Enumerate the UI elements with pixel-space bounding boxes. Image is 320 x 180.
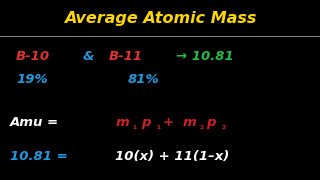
- Text: m: m: [115, 116, 129, 129]
- Text: B-10: B-10: [16, 50, 50, 63]
- Text: Amu =: Amu =: [10, 116, 63, 129]
- Text: p: p: [206, 116, 216, 129]
- Text: 81%: 81%: [128, 73, 160, 86]
- Text: ₂: ₂: [221, 121, 226, 131]
- Text: 10(x) + 11(1–x): 10(x) + 11(1–x): [115, 150, 229, 163]
- Text: ₂: ₂: [200, 121, 204, 131]
- Text: B-11: B-11: [109, 50, 143, 63]
- Text: 10.81 =: 10.81 =: [10, 150, 67, 163]
- Text: m: m: [182, 116, 196, 129]
- Text: ₁: ₁: [133, 121, 137, 131]
- Text: 19%: 19%: [16, 73, 48, 86]
- Text: ₁: ₁: [156, 121, 160, 131]
- Text: &: &: [83, 50, 99, 63]
- Text: Average Atomic Mass: Average Atomic Mass: [64, 11, 256, 26]
- Text: p: p: [141, 116, 150, 129]
- Text: → 10.81: → 10.81: [176, 50, 234, 63]
- Text: +: +: [163, 116, 179, 129]
